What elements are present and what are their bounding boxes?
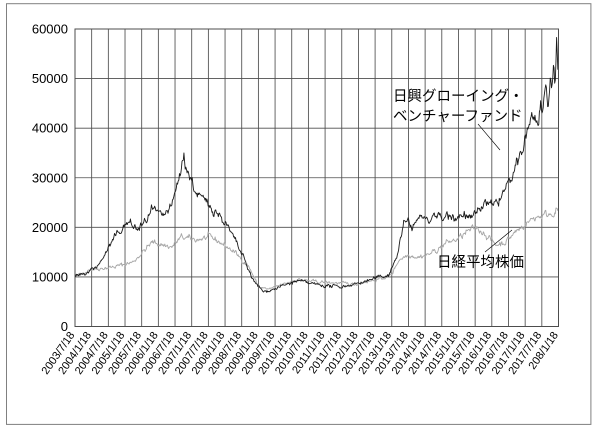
svg-text:40000: 40000 — [32, 121, 68, 136]
svg-text:30000: 30000 — [32, 170, 68, 185]
svg-text:60000: 60000 — [32, 22, 68, 37]
svg-text:ベンチャーファンド: ベンチャーファンド — [393, 109, 522, 125]
svg-text:日興グローイング・: 日興グローイング・ — [393, 88, 524, 105]
svg-text:50000: 50000 — [32, 71, 68, 86]
svg-text:20000: 20000 — [32, 220, 68, 235]
svg-text:10000: 10000 — [32, 269, 68, 284]
svg-text:日経平均株価: 日経平均株価 — [437, 254, 524, 271]
